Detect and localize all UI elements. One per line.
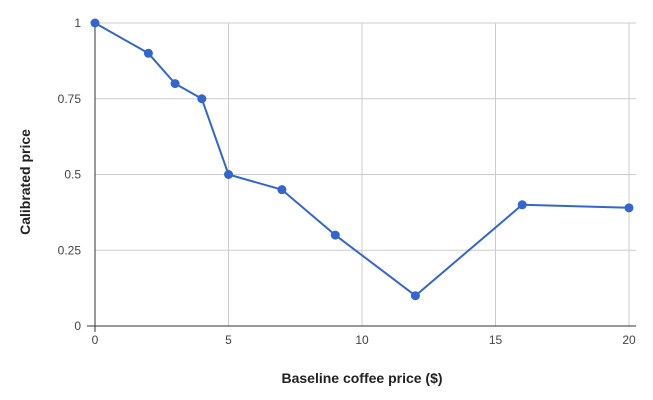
data-point [170, 79, 180, 89]
data-point [277, 185, 287, 195]
data-point [197, 94, 207, 104]
series-line-path [94, 22, 630, 297]
data-point [410, 291, 420, 301]
data-point [143, 48, 153, 58]
x-tick-label: 0 [92, 333, 99, 347]
axes [87, 23, 636, 332]
x-tick-label: 5 [225, 333, 232, 347]
series-line [94, 22, 630, 297]
data-point [624, 203, 634, 213]
x-tick-label: 10 [355, 333, 369, 347]
y-tick-label: 0.25 [58, 243, 82, 257]
x-axis-title: Baseline coffee price ($) [281, 370, 442, 386]
grid-lines [95, 22, 636, 326]
x-tick-label: 15 [489, 333, 503, 347]
data-point [517, 200, 527, 210]
y-tick-label: 0.5 [64, 168, 81, 182]
x-tick-label: 20 [622, 333, 636, 347]
data-points [90, 18, 634, 301]
data-point [330, 230, 340, 240]
data-point [224, 170, 233, 179]
y-tick-label: 1 [74, 16, 81, 30]
y-axis-title: Calibrated price [17, 129, 33, 235]
y-tick-label: 0 [74, 319, 81, 333]
data-point [90, 18, 100, 28]
y-tick-label: 0.75 [58, 92, 82, 106]
